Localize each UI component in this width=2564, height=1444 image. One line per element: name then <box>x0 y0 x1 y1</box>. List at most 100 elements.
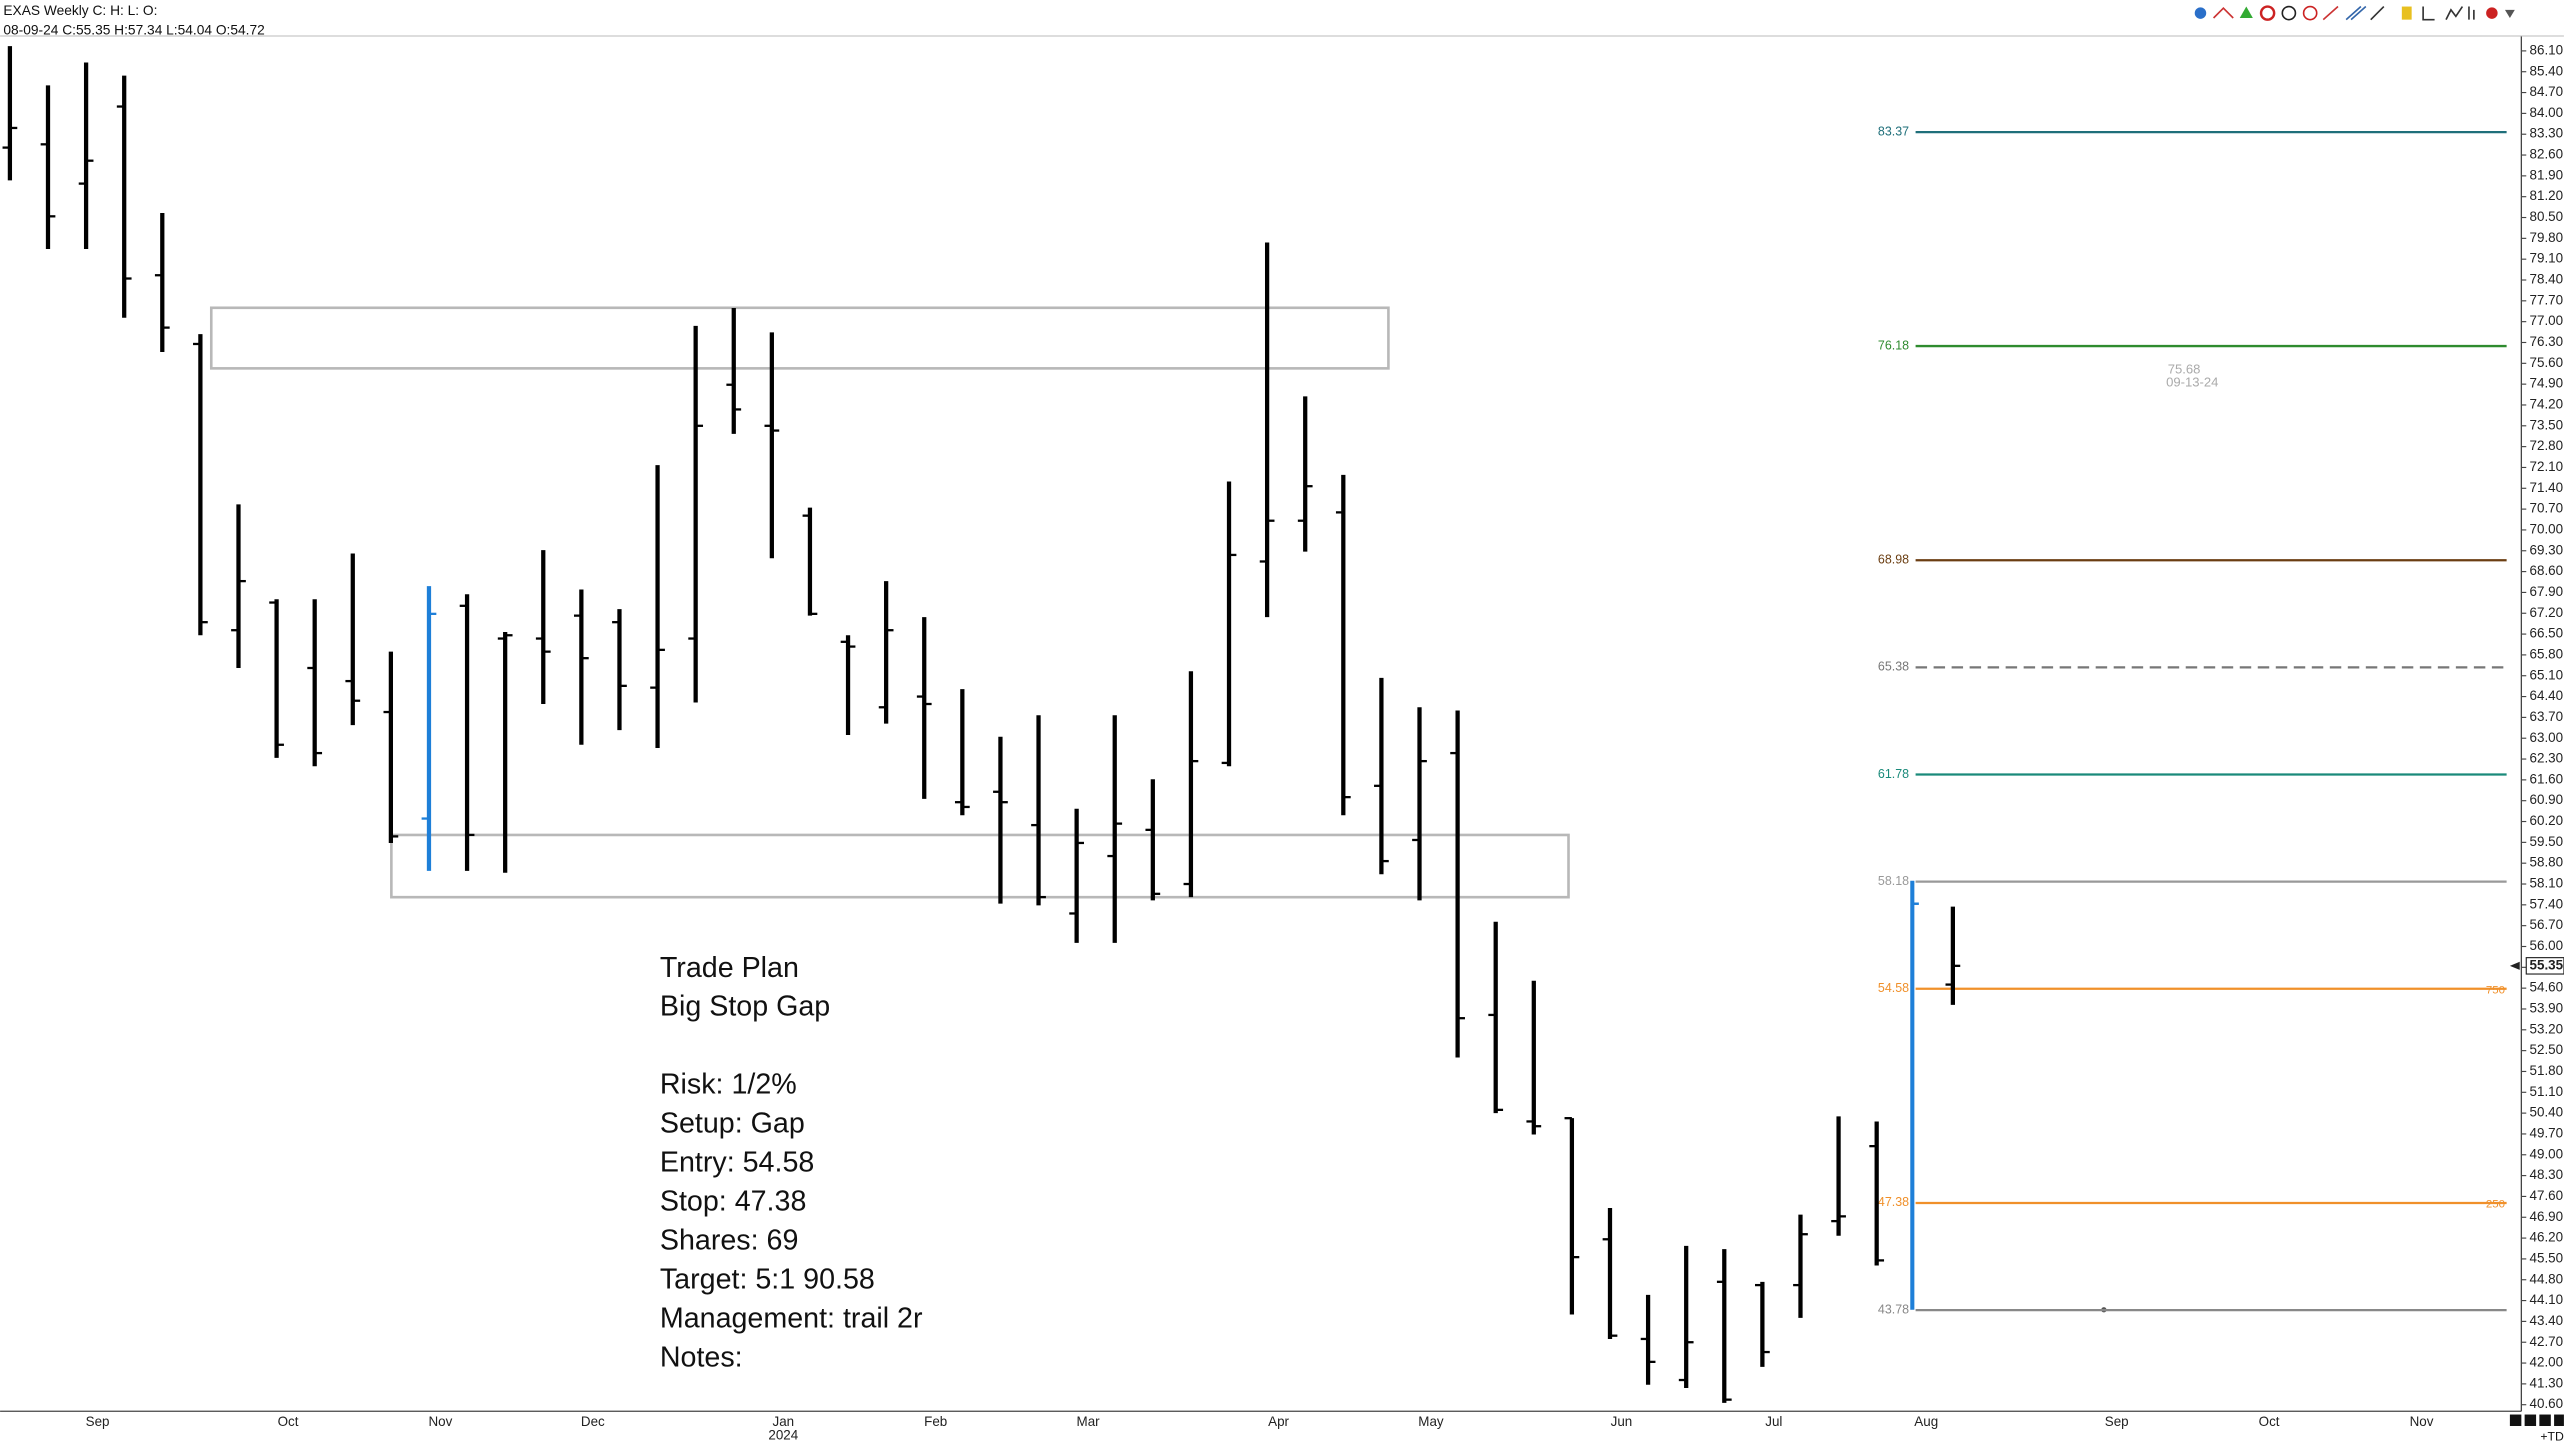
y-tick-label: 48.30 <box>2530 1167 2564 1182</box>
y-tick-label: 75.60 <box>2530 355 2564 370</box>
level-label: 68.98 <box>1878 553 1909 567</box>
tool-icon[interactable] <box>2212 7 2234 19</box>
plan-line: Management: trail 2r <box>660 1302 923 1334</box>
scroll-controls <box>2509 1414 2564 1426</box>
y-tick-label: 85.40 <box>2530 63 2564 78</box>
tool-icon[interactable] <box>2302 5 2318 21</box>
x-tick-label: May <box>1418 1414 1444 1429</box>
y-tick-label: 58.10 <box>2530 876 2564 891</box>
tool-icon[interactable] <box>2194 7 2207 19</box>
tool-icon[interactable] <box>2239 6 2253 19</box>
y-tick-label: 84.00 <box>2530 105 2564 120</box>
year-label: 2024 <box>768 1427 798 1442</box>
y-tick-label: 44.10 <box>2530 1292 2564 1307</box>
y-tick-label: 73.50 <box>2530 417 2564 432</box>
y-tick-label: 41.30 <box>2530 1375 2564 1390</box>
y-tick-label: 65.80 <box>2530 646 2564 661</box>
header-values: 08-09-24 C:55.35 H:57.34 L:54.04 O:54.72 <box>3 23 264 38</box>
y-tick-label: 53.90 <box>2530 1001 2564 1016</box>
level-label: 61.78 <box>1878 767 1909 781</box>
y-tick-label: 83.30 <box>2530 126 2564 141</box>
y-tick-label: 49.00 <box>2530 1146 2564 1161</box>
y-tick-label: 82.60 <box>2530 147 2564 162</box>
y-tick-label: 60.20 <box>2530 813 2564 828</box>
tool-icon[interactable] <box>2422 6 2435 21</box>
toolbar <box>2194 5 2515 21</box>
tool-icon[interactable] <box>2322 5 2339 21</box>
scroll-button[interactable] <box>2509 1414 2522 1426</box>
x-tick-label: Nov <box>2410 1414 2434 1429</box>
tool-icon[interactable] <box>2259 5 2276 21</box>
note-text: 09-13-24 <box>2166 375 2218 390</box>
tool-icon[interactable] <box>2370 5 2385 21</box>
y-tick-label: 44.80 <box>2530 1271 2564 1286</box>
y-tick-label: 59.50 <box>2530 834 2564 849</box>
level-label: 83.37 <box>1878 124 1909 138</box>
x-tick-label: Jun <box>1611 1414 1633 1429</box>
y-tick-label: 72.10 <box>2530 459 2564 474</box>
x-tick-label: Feb <box>924 1414 947 1429</box>
y-tick-label: 65.10 <box>2530 667 2564 682</box>
level-tag: 250 <box>2486 1199 2505 1211</box>
scroll-button[interactable] <box>2554 1414 2564 1426</box>
y-tick-label: 67.20 <box>2530 605 2564 620</box>
y-tick-label: 64.40 <box>2530 688 2564 703</box>
level-tag: 750 <box>2486 984 2505 996</box>
zone-box <box>209 306 1390 370</box>
tool-icon[interactable] <box>2445 6 2464 21</box>
y-tick-label: 71.40 <box>2530 480 2564 495</box>
plan-line: Notes: <box>660 1341 743 1373</box>
y-tick-label: 42.70 <box>2530 1334 2564 1349</box>
level-label: 54.58 <box>1878 981 1909 995</box>
y-tick-label: 54.60 <box>2530 980 2564 995</box>
y-tick-label: 51.80 <box>2530 1063 2564 1078</box>
zone-box <box>390 833 1570 899</box>
y-tick-label: 61.60 <box>2530 771 2564 786</box>
tool-icon[interactable] <box>2345 5 2367 21</box>
y-tick-label: 53.20 <box>2530 1021 2564 1036</box>
plan-line: Shares: 69 <box>660 1225 799 1257</box>
plan-heading: Trade Plan <box>660 952 799 984</box>
y-tick-label: 81.90 <box>2530 167 2564 182</box>
y-tick-label: 60.90 <box>2530 792 2564 807</box>
tool-icon[interactable] <box>2401 6 2412 20</box>
y-tick-label: 46.20 <box>2530 1230 2564 1245</box>
tool-icon[interactable] <box>2504 9 2515 19</box>
x-tick-label: Sep <box>2105 1414 2129 1429</box>
y-tick-label: 70.70 <box>2530 501 2564 516</box>
y-tick-label: 78.40 <box>2530 272 2564 287</box>
plan-line: Stop: 47.38 <box>660 1186 807 1218</box>
plan-heading: Big Stop Gap <box>660 991 830 1023</box>
y-tick-label: 56.00 <box>2530 938 2564 953</box>
x-tick-label: Oct <box>278 1414 299 1429</box>
plan-line: Setup: Gap <box>660 1108 805 1140</box>
x-tick-label: Apr <box>1268 1414 1289 1429</box>
y-tick-label: 40.60 <box>2530 1396 2564 1411</box>
x-tick-label: Jan <box>772 1414 794 1429</box>
chart-title: EXAS Weekly C: H: L: O: <box>3 3 157 18</box>
y-tick-label: 76.30 <box>2530 334 2564 349</box>
note-text: 75.68 <box>2168 361 2201 376</box>
scroll-button[interactable] <box>2524 1414 2537 1426</box>
y-tick-label: 50.40 <box>2530 1105 2564 1120</box>
tool-icon[interactable] <box>2486 7 2498 19</box>
x-tick-label: Sep <box>86 1414 110 1429</box>
plan-line: Risk: 1/2% <box>660 1069 797 1101</box>
tool-icon[interactable] <box>2468 6 2475 20</box>
last-price-arrow <box>2509 961 2520 970</box>
y-tick-label: 45.50 <box>2530 1250 2564 1265</box>
y-tick-label: 69.30 <box>2530 542 2564 557</box>
y-tick-label: 47.60 <box>2530 1188 2564 1203</box>
y-tick-label: 62.30 <box>2530 751 2564 766</box>
y-tick-label: 43.40 <box>2530 1313 2564 1328</box>
y-tick-label: 66.50 <box>2530 626 2564 641</box>
scroll-button[interactable] <box>2539 1414 2551 1426</box>
level-label: 43.78 <box>1878 1302 1909 1316</box>
tool-icon[interactable] <box>2281 5 2297 21</box>
x-tick-label: Aug <box>1914 1414 1938 1429</box>
x-tick-label: Oct <box>2259 1414 2280 1429</box>
y-tick-label: 68.60 <box>2530 563 2564 578</box>
level-label: 76.18 <box>1878 338 1909 352</box>
